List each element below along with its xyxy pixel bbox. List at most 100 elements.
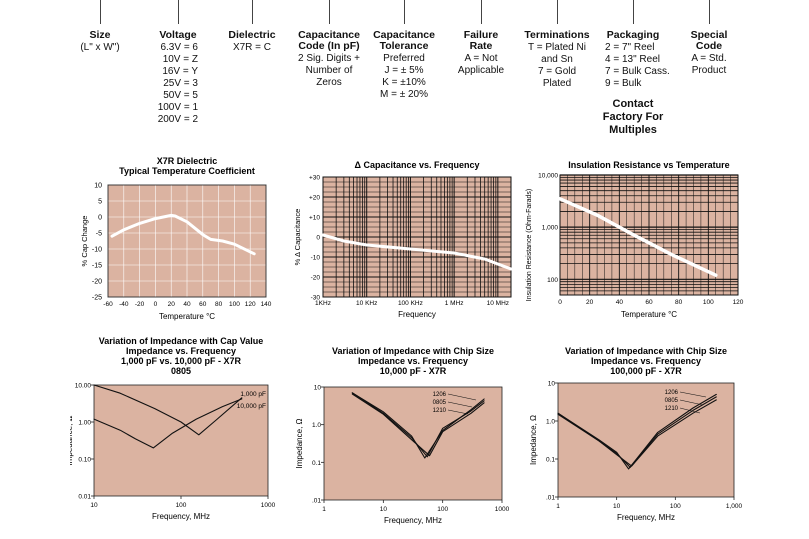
- chart-impedance-chip-size-10nf: Variation of Impedance with Chip Size Imp…: [295, 346, 510, 525]
- x-axis-label: Temperature °C: [621, 310, 677, 319]
- column-value: Product: [691, 65, 727, 76]
- series-leader: [679, 399, 704, 406]
- leader-tick: [100, 0, 101, 24]
- series-line: [351, 393, 485, 457]
- code-column: Dielectric X7R = C: [202, 30, 302, 54]
- column-value: 50V = 5: [163, 90, 198, 101]
- series-leader: [447, 409, 469, 415]
- plot-border: [322, 176, 512, 298]
- leader-tick: [178, 0, 179, 24]
- column-title: Capacitance: [298, 29, 360, 41]
- leader-tick: [709, 0, 710, 24]
- series-line: [110, 213, 256, 256]
- leader-tick: [633, 0, 634, 24]
- y-tick-label: -25: [92, 295, 102, 302]
- series-line: [558, 197, 718, 277]
- column-value: Applicable: [457, 65, 505, 76]
- x-axis-label: Temperature °C: [159, 312, 215, 321]
- y-tick-label: .01: [546, 495, 555, 502]
- chart-title: Typical Temperature Coefficient: [119, 166, 255, 176]
- x-tick-label: 100: [703, 299, 714, 306]
- code-column: Terminations T = Plated Ni and Sn 7 = Gold P…: [507, 30, 607, 90]
- column-value: 7 = Gold: [537, 66, 577, 77]
- column-value: 100V = 1: [157, 102, 198, 113]
- x-tick-label: 20: [586, 299, 594, 306]
- series-line: [557, 399, 717, 467]
- x-tick-label: 10 KHz: [356, 300, 377, 307]
- plot-area: [557, 382, 735, 498]
- column-value: (L" x W"): [80, 42, 120, 53]
- column-value: M = ± 20%: [379, 89, 428, 100]
- chart-impedance-chip-size-100nf: Variation of Impedance with Chip SizeImp…: [529, 346, 743, 522]
- y-tick-label: 1.00: [78, 420, 91, 427]
- chart-title: 100,000 pF - X7R: [610, 366, 682, 376]
- x-tick-label: 10: [613, 503, 621, 510]
- y-axis-label: Impedance, Ω: [295, 418, 304, 468]
- y-tick-label: 10: [314, 385, 322, 392]
- x-axis-label: Frequency, MHz: [617, 513, 675, 522]
- column-value: 16V = Y: [162, 66, 198, 77]
- x-tick-label: 1: [322, 506, 326, 513]
- x-tick-label: 60: [645, 299, 653, 306]
- column-value: T = Plated Ni: [528, 42, 586, 53]
- x-tick-label: 100: [229, 301, 240, 308]
- leader-tick: [481, 0, 482, 24]
- column-title: Size: [89, 29, 111, 41]
- x-tick-label: 10 MHz: [487, 300, 509, 307]
- series-label: 10,000 pF: [237, 403, 266, 410]
- chart-title: Variation of Impedance with Chip Size: [332, 346, 494, 356]
- x-tick-label: 100: [437, 506, 448, 513]
- series-line: [351, 392, 485, 459]
- leader-tick: [329, 0, 330, 24]
- code-column: Size (L" x W"): [50, 29, 150, 54]
- x-tick-label: 80: [215, 301, 223, 308]
- column-title: Tolerance: [379, 40, 429, 52]
- chart-impedance-cap-value: Variation of Impedance with Cap ValueImp…: [70, 336, 276, 521]
- series-line: [93, 398, 243, 449]
- series-leader: [679, 407, 701, 414]
- x-tick-label: 1000: [495, 506, 510, 513]
- plot-area: [93, 384, 269, 497]
- y-tick-label: 100: [547, 277, 558, 284]
- y-tick-label: -20: [311, 275, 321, 282]
- x-tick-label: -20: [135, 301, 145, 308]
- y-tick-label: 1,000: [542, 225, 559, 232]
- y-tick-label: 5: [98, 199, 102, 206]
- column-value: and Sn: [541, 54, 573, 65]
- series-label: 1210: [665, 406, 679, 412]
- x-tick-label: 100 KHz: [398, 300, 423, 307]
- x-axis-label: Frequency, MHz: [384, 516, 442, 525]
- x-tick-label: 10: [90, 502, 98, 509]
- y-tick-label: +10: [309, 215, 320, 222]
- y-tick-label: +20: [309, 195, 320, 202]
- x-tick-label: 10: [380, 506, 388, 513]
- column-value: Preferred: [383, 53, 425, 64]
- code-column: Capacitance Code (In pF) 2 Sig. Digits + Nu…: [279, 29, 379, 89]
- part-number-header: Size (L" x W") Voltage 6.3V = 6 10V = Z 16V =…: [0, 0, 809, 150]
- x-tick-label: 0: [154, 301, 158, 308]
- chart-title: 0805: [171, 366, 191, 376]
- chart-title: Variation of Impedance with Cap Value: [99, 336, 264, 346]
- series-line: [321, 233, 513, 271]
- chart-title: Impedance vs. Frequency: [591, 356, 701, 366]
- y-tick-label: -10: [311, 255, 321, 262]
- x-tick-label: -40: [119, 301, 129, 308]
- series-line: [351, 392, 485, 458]
- column-value: 2 Sig. Digits +: [298, 53, 360, 64]
- code-column: Packaging 2 = 7" Reel 4 = 13" Reel 7 = Bulk…: [583, 30, 683, 90]
- column-title: Voltage: [159, 29, 197, 41]
- column-value: 25V = 3: [163, 78, 198, 89]
- y-tick-label: 10,000: [538, 173, 558, 180]
- leader-tick: [252, 0, 253, 24]
- column-value: 7 = Bulk Cass.: [605, 66, 670, 77]
- x-tick-label: 80: [675, 299, 683, 306]
- chart-title: X7R Dielectric: [157, 156, 218, 166]
- column-value: 200V = 2: [157, 114, 198, 125]
- series-leader: [679, 391, 707, 398]
- y-axis-label: Impedance, Ω: [529, 415, 538, 465]
- column-title: Capacitance: [373, 29, 435, 41]
- series-label: 1206: [665, 390, 679, 396]
- column-value: Number of: [305, 65, 353, 76]
- column-value: A = Std.: [691, 53, 727, 64]
